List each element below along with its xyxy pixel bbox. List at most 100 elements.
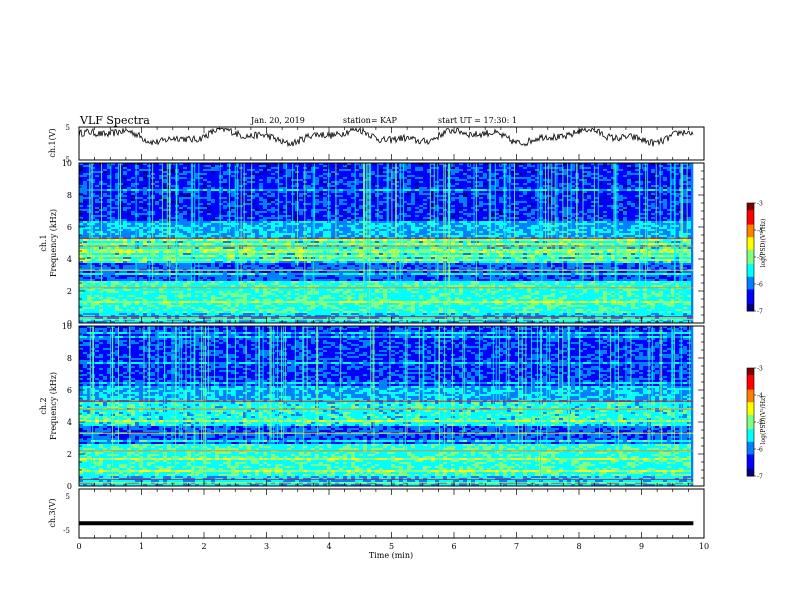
spectrogram-cell [215, 201, 219, 203]
spectrogram-cell [619, 235, 623, 237]
ch1-ylabel: ch.1(V) [48, 128, 57, 157]
spectrogram-cell [199, 181, 203, 183]
spectrogram-cell [427, 191, 431, 193]
spectrogram-cell [179, 203, 183, 205]
spectrogram-cell [111, 197, 115, 199]
spectrogram-cell [391, 213, 395, 215]
spectrogram-cell [667, 221, 671, 223]
spectrogram-cell [675, 209, 679, 211]
spectrogram-cell [503, 203, 507, 205]
spectrogram-cell [579, 231, 583, 233]
spectrogram-cell [379, 185, 383, 187]
spectrogram-cell [627, 197, 631, 199]
spectrogram-cell [383, 181, 387, 183]
spectrogram-cell [155, 173, 159, 175]
spectrogram-cell [519, 217, 523, 219]
spectrogram-cell [667, 171, 671, 173]
spectrogram-cell [635, 243, 639, 245]
spectrogram-cell [95, 217, 99, 219]
spectrogram-cell [599, 199, 603, 201]
spectrogram-cell [675, 191, 679, 193]
spectrogram-cell [171, 197, 175, 199]
spectrogram-cell [223, 167, 227, 169]
spectrogram-cell [663, 227, 667, 229]
spectrogram-cell [683, 207, 687, 209]
spectrogram-cell [619, 253, 623, 255]
spectrogram-cell [379, 219, 383, 221]
spectrogram-cell [167, 243, 171, 245]
spectrogram-cell [135, 227, 139, 229]
spectrogram-cell [547, 197, 551, 199]
spectrogram-cell [119, 175, 123, 177]
spectrogram-cell [375, 167, 379, 169]
spectrogram-cell [411, 229, 415, 231]
spectrogram-cell [215, 173, 219, 175]
spectrogram-cell [87, 239, 91, 241]
spectrogram-cell [635, 225, 639, 227]
spectrogram-cell [291, 249, 295, 251]
spectrogram-cell [451, 195, 455, 197]
spectrogram-cell [103, 173, 107, 175]
spectrogram-cell [603, 249, 607, 251]
spectrogram-cell [87, 253, 91, 255]
spectrogram-cell [523, 199, 527, 201]
spectrogram-cell [479, 219, 483, 221]
spectrogram-cell [111, 195, 115, 197]
spectrogram-cell [247, 165, 251, 167]
spectrogram-cell [551, 253, 555, 255]
spectrogram-cell [291, 255, 295, 257]
spectrogram-cell [523, 171, 527, 173]
spectrogram-cell [671, 219, 675, 221]
spectrogram-cell [319, 241, 323, 243]
spectrogram-cell [647, 243, 651, 245]
spectrogram-cell [667, 201, 671, 203]
spectrogram-cell [143, 183, 147, 185]
spectrogram-cell [551, 191, 555, 193]
spectrogram-cell [131, 205, 135, 207]
spectrogram-cell [647, 163, 651, 165]
spectrogram-cell [551, 225, 555, 227]
spectrogram-cell [591, 181, 595, 183]
spectrogram-cell [307, 189, 311, 191]
spectrogram-cell [83, 213, 87, 215]
spectrogram-cell [427, 215, 431, 217]
spectrogram-cell [539, 251, 543, 253]
spectrogram-cell [423, 175, 427, 177]
spectrogram-cell [183, 249, 187, 251]
spectrogram-cell [287, 251, 291, 253]
spectrogram-cell [475, 165, 479, 167]
spectrogram-cell [359, 213, 363, 215]
spectrogram-cell [607, 223, 611, 225]
spectrogram-cell [231, 185, 235, 187]
spectrogram-cell [95, 221, 99, 223]
spectrogram-cell [387, 187, 391, 189]
spectrogram-cell [99, 205, 103, 207]
spectrogram-cell [599, 169, 603, 171]
spectrogram-cell [299, 221, 303, 223]
ch1-waveform-line [78, 126, 694, 148]
spectrogram-cell [219, 193, 223, 195]
spectrogram-cell [87, 169, 91, 171]
spectrogram-cell [251, 201, 255, 203]
spectrogram-cell [191, 241, 195, 243]
spectrogram-cell [511, 215, 515, 217]
spectrogram-cell [415, 231, 419, 233]
spectrogram-cell [247, 197, 251, 199]
spectrogram-cell [347, 255, 351, 257]
spectrogram-cell [351, 207, 355, 209]
spectrogram-cell [107, 223, 111, 225]
spectrogram-cell [627, 219, 631, 221]
spectrogram-cell [535, 165, 539, 167]
spectrogram-cell [419, 175, 423, 177]
spectrogram-cell [207, 171, 211, 173]
spectrogram-cell [451, 179, 455, 181]
spectrogram-cell [611, 169, 615, 171]
spectrogram-cell [687, 223, 691, 225]
spectrogram-cell [307, 235, 311, 237]
spectrogram-cell [167, 231, 171, 233]
spectrogram-cell [107, 187, 111, 189]
spectrogram-cell [111, 213, 115, 215]
spectrogram-cell [263, 167, 267, 169]
spectrogram-cell [251, 199, 255, 201]
spectrogram-cell [415, 239, 419, 241]
